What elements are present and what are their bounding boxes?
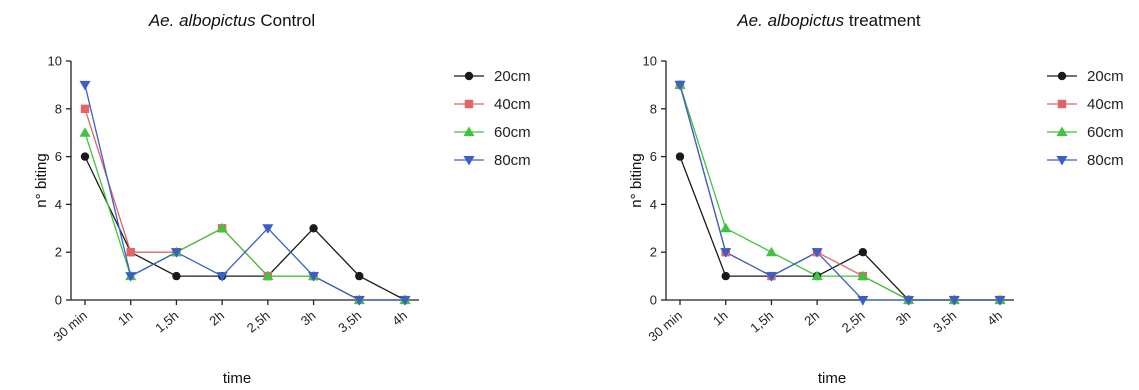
data-point-20cm — [172, 271, 181, 281]
data-point-20cm — [80, 152, 90, 161]
y-tick-label: 8 — [55, 101, 62, 116]
data-point-20cm — [721, 271, 730, 281]
legend-marker — [1056, 156, 1068, 166]
x-tick-label: 1,5h — [747, 308, 776, 336]
y-tick-label: 6 — [650, 149, 657, 164]
x-tick-label: 2h — [801, 308, 822, 329]
data-point-80cm — [948, 296, 960, 306]
data-point-60cm — [811, 270, 823, 281]
legend: 20cm 40cm 60cm 80cm — [1047, 68, 1124, 169]
chart-2: Ae. albopictus treatment 0 2 4 6 8 10 30 min 1h 1… — [628, 11, 1124, 387]
y-tick-label: 2 — [650, 245, 657, 260]
data-point-60cm — [857, 270, 869, 281]
x-axis-label: time — [818, 370, 846, 387]
data-point-80cm — [994, 296, 1006, 306]
y-tick-label: 6 — [55, 149, 62, 164]
data-point-80cm — [674, 80, 686, 91]
y-axis-label: n° biting — [628, 153, 645, 207]
title-species: Ae. albopictus — [736, 11, 844, 30]
data-point-80cm — [811, 248, 823, 258]
data-point-80cm — [353, 296, 365, 306]
chart-title: Ae. albopictus Control — [148, 11, 315, 30]
series-line-80cm — [679, 84, 1000, 301]
title-species: Ae. albopictus — [148, 11, 256, 30]
data-point-60cm — [262, 270, 274, 281]
y-tick-label: 0 — [650, 293, 657, 308]
series-line-80cm — [84, 84, 405, 301]
x-tick-label: 2h — [206, 308, 227, 329]
legend-marker — [464, 71, 474, 81]
x-tick-label: 3,5h — [930, 308, 959, 336]
legend-label: 40cm — [1087, 96, 1124, 113]
series-line-40cm — [84, 108, 405, 301]
x-tick-label: 4h — [389, 308, 410, 329]
data-point-60cm — [79, 127, 91, 137]
legend-label: 80cm — [1087, 152, 1124, 169]
data-point-20cm — [309, 224, 318, 233]
data-point-20cm — [858, 248, 868, 257]
data-point-80cm — [262, 224, 274, 234]
y-tick-label: 4 — [55, 197, 62, 212]
x-axis-label: time — [223, 370, 251, 387]
y-tick-label: 10 — [643, 54, 657, 69]
data-point-20cm — [675, 152, 685, 161]
x-tick-label: 2,5h — [839, 308, 868, 336]
x-tick-label: 1h — [710, 308, 731, 329]
x-tick-label: 30 min — [50, 308, 90, 345]
x-tick-label: 3h — [893, 308, 914, 329]
legend-marker — [1057, 99, 1067, 109]
data-point-20cm — [355, 271, 364, 281]
y-tick-label: 10 — [48, 54, 62, 69]
y-tick-label: 8 — [650, 101, 657, 116]
data-point-80cm — [903, 296, 915, 306]
data-point-60cm — [720, 222, 732, 233]
data-point-80cm — [765, 272, 777, 282]
x-tick-label: 1h — [115, 308, 136, 329]
legend-label: 60cm — [494, 124, 531, 141]
series-line-40cm — [679, 84, 1000, 301]
legend-marker — [1056, 126, 1068, 136]
x-tick-label: 30 min — [645, 308, 685, 345]
x-tick-label: 4h — [984, 308, 1005, 329]
y-tick-label: 0 — [55, 293, 62, 308]
chart-title: Ae. albopictus treatment — [736, 11, 921, 30]
data-point-80cm — [216, 272, 228, 282]
y-tick-label: 4 — [650, 197, 657, 212]
legend-label: 20cm — [1087, 68, 1124, 85]
data-point-80cm — [308, 272, 320, 282]
x-tick-label: 3h — [298, 308, 319, 329]
y-tick-label: 2 — [55, 245, 62, 260]
legend: 20cm 40cm 60cm 80cm — [454, 68, 531, 169]
data-point-60cm — [765, 246, 777, 257]
legend-label: 20cm — [494, 68, 531, 85]
legend-label: 80cm — [494, 152, 531, 169]
x-tick-label: 1,5h — [152, 308, 181, 336]
series-line-60cm — [679, 84, 1000, 301]
chart-1: Ae. albopictus Control 0 2 4 6 8 10 30 min 1h 1,5… — [33, 11, 531, 387]
data-point-80cm — [857, 296, 869, 306]
data-point-60cm — [216, 222, 228, 233]
data-point-40cm — [126, 248, 135, 257]
title-condition: treatment — [844, 11, 921, 30]
data-point-80cm — [720, 248, 732, 258]
legend-marker — [464, 99, 474, 109]
legend-marker — [1057, 71, 1067, 81]
legend-marker — [463, 156, 475, 166]
data-point-40cm — [80, 104, 90, 113]
legend-marker — [463, 126, 475, 136]
legend-label: 60cm — [1087, 124, 1124, 141]
data-point-80cm — [125, 272, 137, 282]
x-tick-label: 2,5h — [244, 308, 273, 336]
data-point-80cm — [399, 296, 411, 306]
y-axis-label: n° biting — [33, 153, 50, 207]
data-point-80cm — [170, 248, 182, 258]
data-point-80cm — [79, 80, 91, 91]
x-tick-label: 3,5h — [335, 308, 364, 336]
title-condition: Control — [256, 11, 316, 30]
legend-label: 40cm — [494, 96, 531, 113]
series-line-20cm — [84, 156, 406, 301]
